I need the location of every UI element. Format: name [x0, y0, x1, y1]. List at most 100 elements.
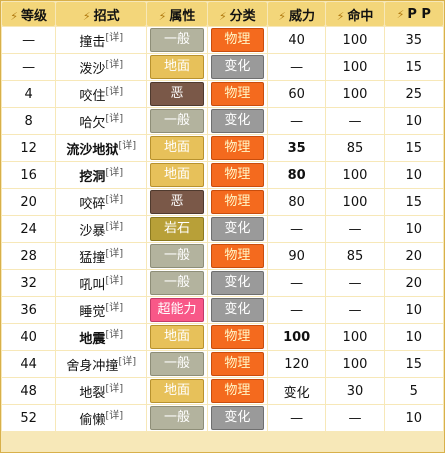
category-badge[interactable]: 物理	[210, 325, 264, 349]
accuracy-cell: 100	[326, 81, 384, 107]
power-cell: —	[268, 405, 326, 431]
header-pp[interactable]: ⚡ P P	[384, 2, 443, 26]
category-badge[interactable]: 变化	[210, 217, 264, 241]
category-badge[interactable]: 物理	[210, 28, 264, 52]
type-badge[interactable]: 恶	[150, 82, 204, 106]
accuracy-cell: 100	[326, 162, 384, 188]
category-badge[interactable]: 物理	[210, 244, 264, 268]
category-badge[interactable]: 变化	[210, 55, 264, 79]
power-cell: 60	[268, 81, 326, 107]
accuracy-cell: 85	[326, 135, 384, 161]
accuracy-cell: 100	[326, 27, 384, 53]
move-name-link[interactable]: 咬碎	[79, 196, 106, 212]
type-badge[interactable]: 恶	[150, 190, 204, 214]
table-row: 24 沙暴[详] 岩石 变化 — — 10	[2, 216, 443, 242]
type-badge[interactable]: 地面	[150, 136, 204, 160]
move-detail-link[interactable]: [详]	[105, 59, 124, 71]
category-badge[interactable]: 变化	[210, 109, 264, 133]
move-name-link[interactable]: 哈欠	[79, 115, 106, 131]
move-name-link[interactable]: 地裂	[79, 385, 106, 401]
move-name-link[interactable]: 睡觉	[79, 304, 106, 320]
pp-cell: 35	[384, 27, 443, 53]
category-badge[interactable]: 物理	[210, 379, 264, 403]
move-detail-link[interactable]: [详]	[105, 86, 124, 98]
power-cell: —	[268, 297, 326, 323]
level-cell: 12	[2, 135, 56, 161]
category-badge[interactable]: 物理	[210, 136, 264, 160]
move-detail-link[interactable]: [详]	[118, 140, 137, 152]
move-detail-link[interactable]: [详]	[105, 221, 124, 233]
move-name-link[interactable]: 挖洞	[79, 169, 106, 185]
learnset-table: ⚡ 等级 ⚡ 招式 ⚡ 属性 ⚡ 分类 ⚡ 威力 ⚡ 命中 ⚡ P P — 撞击[详] 一般 …	[1, 1, 444, 432]
move-name-link[interactable]: 吼叫	[79, 277, 106, 293]
move-name-link[interactable]: 地震	[79, 331, 106, 347]
sort-bolt-icon: ⚡	[10, 9, 18, 23]
move-name-link[interactable]: 沙暴	[79, 223, 106, 239]
move-detail-link[interactable]: [详]	[118, 356, 137, 368]
type-badge[interactable]: 地面	[150, 325, 204, 349]
move-detail-link[interactable]: [详]	[105, 275, 124, 287]
power-cell: 90	[268, 243, 326, 269]
move-cell: 睡觉[详]	[56, 297, 147, 323]
move-detail-link[interactable]: [详]	[105, 32, 124, 44]
table-row: 4 咬住[详] 恶 物理 60 100 25	[2, 81, 443, 107]
move-detail-link[interactable]: [详]	[105, 302, 124, 314]
category-badge[interactable]: 变化	[210, 271, 264, 295]
level-cell: —	[2, 54, 56, 80]
header-type[interactable]: ⚡ 属性	[147, 2, 207, 26]
move-detail-link[interactable]: [详]	[105, 329, 124, 341]
header-accuracy[interactable]: ⚡ 命中	[326, 2, 384, 26]
category-badge[interactable]: 物理	[210, 82, 264, 106]
pp-cell: 5	[384, 378, 443, 404]
header-move[interactable]: ⚡ 招式	[56, 2, 147, 26]
table-row: 40 地震[详] 地面 物理 100 100 10	[2, 324, 443, 350]
type-badge[interactable]: 地面	[150, 55, 204, 79]
header-level[interactable]: ⚡ 等级	[2, 2, 56, 26]
type-badge[interactable]: 一般	[150, 109, 204, 133]
type-badge[interactable]: 地面	[150, 163, 204, 187]
move-detail-link[interactable]: [详]	[105, 167, 124, 179]
type-badge[interactable]: 地面	[150, 379, 204, 403]
category-badge[interactable]: 变化	[210, 406, 264, 430]
accuracy-cell: 100	[326, 54, 384, 80]
move-cell: 猛撞[详]	[56, 243, 147, 269]
accuracy-cell: —	[326, 405, 384, 431]
type-cell: 超能力	[147, 297, 207, 323]
move-detail-link[interactable]: [详]	[105, 194, 124, 206]
move-detail-link[interactable]: [详]	[105, 248, 124, 260]
power-cell: —	[268, 54, 326, 80]
type-badge[interactable]: 一般	[150, 244, 204, 268]
move-detail-link[interactable]: [详]	[105, 410, 124, 422]
type-cell: 一般	[147, 270, 207, 296]
move-name-link[interactable]: 舍身冲撞	[66, 358, 119, 374]
pp-cell: 15	[384, 135, 443, 161]
move-name-link[interactable]: 流沙地狱	[66, 142, 119, 158]
move-name-link[interactable]: 泼沙	[79, 61, 106, 77]
type-badge[interactable]: 一般	[150, 28, 204, 52]
power-cell: 变化	[268, 378, 326, 404]
category-badge[interactable]: 变化	[210, 298, 264, 322]
power-cell: 40	[268, 27, 326, 53]
move-name-link[interactable]: 猛撞	[79, 250, 106, 266]
move-detail-link[interactable]: [详]	[105, 113, 124, 125]
category-badge[interactable]: 物理	[210, 163, 264, 187]
level-cell: 20	[2, 189, 56, 215]
header-power[interactable]: ⚡ 威力	[268, 2, 326, 26]
sort-bolt-icon: ⚡	[396, 7, 405, 21]
table-row: 20 咬碎[详] 恶 物理 80 100 15	[2, 189, 443, 215]
move-name-link[interactable]: 撞击	[79, 34, 106, 50]
category-badge[interactable]: 物理	[210, 190, 264, 214]
type-badge[interactable]: 超能力	[150, 298, 204, 322]
table-row: 12 流沙地狱[详] 地面 物理 35 85 15	[2, 135, 443, 161]
move-name-link[interactable]: 偷懒	[79, 412, 106, 428]
category-badge[interactable]: 物理	[210, 352, 264, 376]
move-name-link[interactable]: 咬住	[79, 88, 106, 104]
type-badge[interactable]: 岩石	[150, 217, 204, 241]
move-detail-link[interactable]: [详]	[105, 383, 124, 395]
type-badge[interactable]: 一般	[150, 271, 204, 295]
type-badge[interactable]: 一般	[150, 352, 204, 376]
accuracy-cell: 100	[326, 189, 384, 215]
level-cell: 40	[2, 324, 56, 350]
header-category[interactable]: ⚡ 分类	[207, 2, 267, 26]
type-badge[interactable]: 一般	[150, 406, 204, 430]
